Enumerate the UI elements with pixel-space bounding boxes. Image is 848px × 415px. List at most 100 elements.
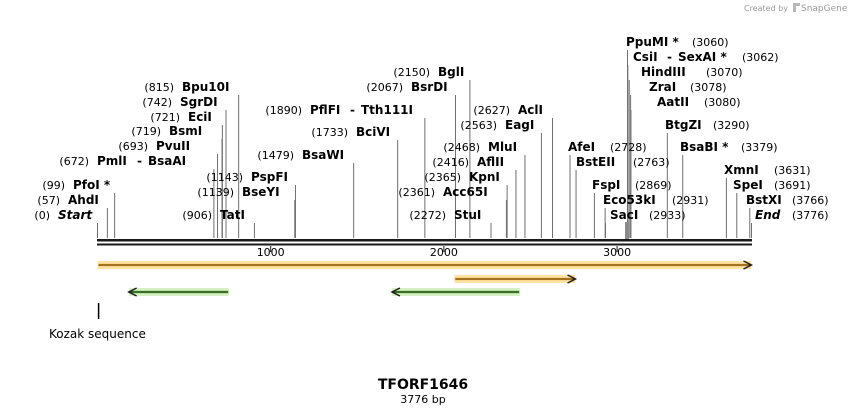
site-name-csii: CsiI [633,50,658,64]
site-label-kpni[interactable]: (2365) KpnI [424,170,499,184]
site-pos-bseyi: (1139) [197,186,234,199]
site-label-spei[interactable]: SpeI (3691) [733,178,811,192]
site-label-bsawi[interactable]: (1479) BsaWI [257,148,344,162]
site-label-end[interactable]: End (3776) [755,208,829,222]
site-name-aatii: AatII [657,95,689,109]
site-name-bsteii: BstEII [576,155,615,169]
site-name-ahdi: AhdI [68,193,99,207]
site-pos-bsteii: (2763) [633,156,670,169]
site-label-btgzi[interactable]: BtgZI (3290) [665,118,750,132]
site-label-pflfi[interactable]: (1890) PflFI - Tth111I [265,103,413,117]
site-name-eco53ki: Eco53kI [603,193,656,207]
ruler-tick-label: 2000 [430,246,458,259]
site-name-xmni: XmnI [724,163,759,177]
site-label-eco53ki[interactable]: Eco53kI (2931) [603,193,709,207]
site-label-hindiii[interactable]: HindIII (3070) [641,65,743,79]
snapgene-watermark: Created by SnapGene [744,3,848,14]
site-label-sgrdi[interactable]: (742) SgrDI [142,95,217,109]
site-name-bsrdi: BsrDI [411,80,448,94]
site-label-pfoi[interactable]: (99) PfoI * [42,178,110,192]
site-label-ppumi[interactable]: PpuMI * (3060) [626,35,729,49]
site-pos-bsrdi: (2067) [366,81,403,94]
site-pos-bgli: (2150) [393,66,430,79]
site-label-csii[interactable]: CsiI - SexAI * (3062) [633,50,779,64]
site-label-aatii[interactable]: AatII (3080) [657,95,741,109]
site-dash-pmli: - [137,154,142,168]
site-name-stui: StuI [454,208,481,222]
position-ruler: 1000 2000 3000 [257,246,631,259]
site-label-start[interactable]: (0) Start [34,208,93,222]
site-pos-fspi: (2869) [635,179,672,192]
site-pos-acc65i: (2361) [398,186,435,199]
site-pos-bsawi: (1479) [257,149,294,162]
site-label-saci[interactable]: SacI (2933) [610,208,686,222]
kozak-marker [97,303,100,319]
site-label-tati[interactable]: (906) TatI [182,208,245,222]
site-label-fspi[interactable]: FspI (2869) [592,178,672,192]
site-name-afei: AfeI [568,140,595,154]
site-label-bsteii[interactable]: BstEII (2763) [576,155,670,169]
backbone-bottom-strand [97,243,752,246]
site-pos-csii: (3062) [742,51,779,64]
site-label-xmni[interactable]: XmnI (3631) [724,163,811,177]
site-cluster-marker [625,222,629,239]
site-label-bpu10i[interactable]: (815) Bpu10I [144,80,229,94]
site-label-afei[interactable]: AfeI (2728) [568,140,647,154]
arrow-left-icon [127,287,137,297]
site-name-ecii: EciI [188,110,212,124]
site-name-pfoi: PfoI * [73,178,111,192]
site-label-zrai[interactable]: ZraI (3078) [649,80,727,94]
site-label-ahdi[interactable]: (57) AhdI [37,193,98,207]
site-label-ecii[interactable]: (721) EciI [150,110,211,124]
site-name-aflii: AflII [477,155,504,169]
site-label-pspfi[interactable]: (1143) PspFI [206,170,288,184]
site-label-pmli[interactable]: (672) PmlI - BsaAI [59,154,186,168]
site-pos-bsmi: (719) [131,125,161,138]
site-pos-xmni: (3631) [774,164,811,177]
feature-orange-arrow[interactable] [454,274,578,284]
site-pos-stui: (2272) [409,209,446,222]
site-pos-hindiii: (3070) [706,66,743,79]
site-label-bseyi[interactable]: (1139) BseYI [197,185,279,199]
feature-green-arrow[interactable] [390,287,521,297]
site-label-pvuii[interactable]: (693) PvuII [118,139,190,153]
site-pos-pfoi: (99) [42,179,65,192]
site-label-acc65i[interactable]: (2361) Acc65I [398,185,487,199]
site-name-acc65i: Acc65I [443,185,488,199]
feature-orange-arrow[interactable] [97,260,754,270]
site-label-stui[interactable]: (2272) StuI [409,208,481,222]
site-label-bcivi[interactable]: (1733) BciVI [311,125,390,139]
site-name-bpu10i: Bpu10I [182,80,229,94]
site-label-eagi[interactable]: (2563) EagI [460,118,534,132]
feature-green-arrow[interactable] [127,287,230,297]
site-pos-bpu10i: (815) [144,81,174,94]
site-pos-bcivi: (1733) [311,126,348,139]
site-pos-saci: (2933) [649,209,686,222]
site-name-bsawi: BsaWI [302,148,344,162]
ruler-tick-label: 3000 [603,246,631,259]
site-pos-aflii: (2416) [432,156,469,169]
site-label-bsrdi[interactable]: (2067) BsrDI [366,80,447,94]
site-pos-pflfi: (1890) [265,104,302,117]
site-dash-pflfi: - [350,103,355,117]
site-label-bgli[interactable]: (2150) BglI [393,65,464,79]
site-pos-end: (3776) [792,209,829,222]
site-label-acli[interactable]: (2627) AclI [473,103,543,117]
site-pos-acli: (2627) [473,104,510,117]
site-name-eagi: EagI [505,118,534,132]
site-label-bsabi[interactable]: BsaBI * (3379) [680,140,778,154]
site-dash-csii: - [667,50,672,64]
site-label-mlui[interactable]: (2468) MluI [443,140,517,154]
site-pos-eco53ki: (2931) [672,194,709,207]
site-label-bsmi[interactable]: (719) BsmI [131,124,202,138]
site-name-pspfi: PspFI [251,170,288,184]
site-name-acli: AclI [518,103,543,117]
site-pos-ppumi: (3060) [692,36,729,49]
kozak-feature[interactable]: Kozak sequence [49,303,146,341]
site-name-btgzi: BtgZI [665,118,702,132]
site-pos-ahdi: (57) [37,194,60,207]
site-label-aflii[interactable]: (2416) AflII [432,155,504,169]
site-label-bstxi[interactable]: BstXI (3766) [746,193,829,207]
arrow-left-icon [390,287,401,297]
site-pos-afei: (2728) [610,141,647,154]
